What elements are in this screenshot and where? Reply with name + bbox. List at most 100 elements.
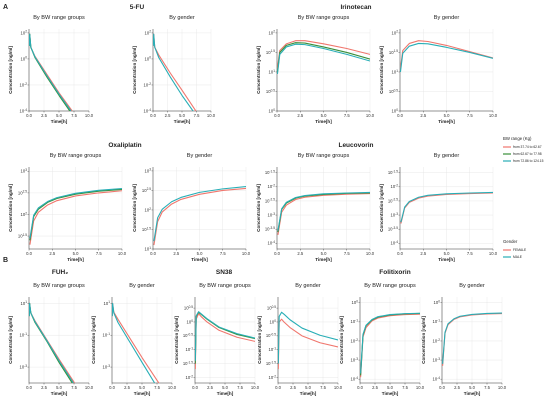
panel-subtitle: By gender: [459, 283, 485, 289]
y-tick-label: 10-1: [268, 347, 276, 353]
panel-subtitle: By gender: [187, 153, 213, 159]
y-axis-label: Concentration [ng/ml]: [339, 316, 344, 364]
x-tick-label: 7.5: [220, 251, 226, 256]
y-tick-label: 100.5: [266, 88, 275, 94]
x-tick-label: 7.5: [344, 251, 350, 256]
y-axis-label: Concentration [ng/ml]: [256, 46, 261, 94]
panel-subtitle: By gender: [129, 283, 155, 289]
y-tick-label: 100: [392, 108, 399, 114]
y-tick-label: 101.5: [18, 233, 27, 239]
x-tick-label: 7.5: [344, 113, 350, 118]
x-tick-label: 5.0: [321, 251, 327, 256]
y-tick-label: 100.5: [184, 305, 193, 311]
series-line: [29, 188, 122, 241]
y-axis-label: Concentration [ng/ml]: [421, 316, 426, 364]
chart-panel: 100 10-1 10-2 10-3 10-4 0.0 2.5 5.0 7.5 10.0 Time[…: [421, 283, 507, 396]
series-line: [360, 312, 420, 374]
panel-subtitle: By BW range groups: [33, 283, 85, 289]
series-line: [277, 42, 370, 73]
y-axis-label: Concentration [ng/ml]: [132, 184, 137, 232]
y-tick-label: 10-1: [185, 347, 193, 353]
y-tick-label: 10-3.5: [265, 226, 275, 232]
y-tick-label: 10-2: [268, 374, 276, 380]
x-tick-label: 2.5: [49, 251, 55, 256]
chart-panel: 10-1.5 10-2 10-2.5 10-3 10-3.5 10-4 0.0 2.5 5.0 7…: [379, 153, 498, 262]
x-tick-label: 2.5: [420, 113, 426, 118]
y-tick-label: 10-2: [432, 338, 440, 344]
series-line: [112, 302, 156, 383]
x-axis-label: Time[h]: [51, 119, 68, 124]
y-tick-label: 101: [21, 300, 28, 306]
x-axis-label: Time[h]: [217, 391, 234, 396]
y-tick-label: 102: [21, 211, 28, 217]
x-tick-label: 2.5: [165, 113, 171, 118]
x-tick-label: 5.0: [387, 385, 393, 390]
panel-subtitle: By BW range groups: [50, 153, 102, 159]
legend-gender-title: Gender: [503, 239, 518, 244]
x-tick-label: 7.5: [96, 251, 102, 256]
y-tick-label: 10-4: [432, 376, 440, 382]
y-tick-label: 101: [392, 69, 399, 75]
x-tick-label: 0.0: [26, 113, 32, 118]
y-tick-label: 100: [269, 108, 276, 114]
y-tick-label: 100: [187, 319, 194, 325]
y-tick-label: 101.5: [142, 226, 151, 232]
panel-subtitle: By gender: [434, 15, 460, 21]
panel-subtitle: By BW range groups: [298, 153, 350, 159]
x-tick-label: 2.5: [372, 385, 378, 390]
x-tick-label: 5.0: [469, 385, 475, 390]
legend-item-label: from 37.74 to 62.67: [513, 145, 542, 149]
x-axis-label: Time[h]: [438, 257, 455, 262]
y-tick-label: 101.5: [389, 49, 398, 55]
x-tick-label: 0.0: [150, 113, 156, 118]
x-axis-label: Time[h]: [315, 119, 332, 124]
y-tick-label: 100: [270, 319, 277, 325]
y-tick-label: 102.5: [18, 190, 27, 196]
series-line: [400, 191, 493, 223]
y-tick-label: 10-2: [350, 338, 358, 344]
x-tick-label: 5.0: [197, 251, 203, 256]
chart-panel: 101 10-1 10-3 0.0 2.5 5.0 7.5 10.0 Time[h] Concen…: [8, 269, 94, 396]
series-group: [29, 188, 122, 245]
y-tick-label: 101: [104, 300, 111, 306]
series-line: [29, 302, 74, 383]
y-tick-label: 10-4: [390, 240, 398, 246]
y-axis-label: Concentration [ng/ml]: [174, 316, 179, 364]
x-tick-label: 2.5: [207, 385, 213, 390]
legend-item-label: from 72.86 to 124.15: [513, 159, 544, 163]
x-tick-label: 2.5: [454, 385, 460, 390]
x-tick-label: 7.5: [484, 385, 490, 390]
y-tick-label: 100: [352, 300, 359, 306]
x-tick-label: 7.5: [71, 385, 77, 390]
series-group: [442, 312, 502, 366]
x-tick-label: 0.0: [274, 251, 280, 256]
x-axis-label: Time[h]: [464, 391, 481, 396]
y-tick-label: 102: [145, 30, 152, 36]
x-axis-label: Time[h]: [134, 391, 151, 396]
y-tick-label: 102: [269, 30, 276, 36]
chart-panel: 10-1.5 10-2 10-2.5 10-3 10-3.5 10-4 0.0 2.5 5.0 7…: [256, 142, 375, 262]
y-tick-label: 10-1.5: [388, 169, 398, 175]
x-tick-label: 0.0: [397, 251, 403, 256]
series-line: [277, 43, 370, 74]
series-line: [277, 193, 370, 235]
x-tick-label: 0.0: [274, 113, 280, 118]
x-tick-label: 10.0: [168, 385, 177, 390]
y-tick-label: 10-4: [143, 108, 151, 114]
series-group: [195, 311, 255, 370]
x-tick-label: 2.5: [420, 251, 426, 256]
x-tick-label: 0.0: [357, 385, 363, 390]
series-group: [29, 302, 76, 383]
y-tick-label: 10-1.5: [183, 360, 193, 366]
x-tick-label: 0.0: [192, 385, 198, 390]
x-axis-label: Time[h]: [51, 391, 68, 396]
y-tick-label: 10-3: [102, 364, 110, 370]
y-axis-label: Concentration [ng/ml]: [257, 316, 262, 364]
x-tick-label: 7.5: [402, 385, 408, 390]
legend-bw-title: BW range (Kg): [503, 136, 532, 141]
y-axis-label: Concentration [ng/ml]: [379, 46, 384, 94]
x-tick-label: 0.0: [439, 385, 445, 390]
x-tick-label: 5.0: [73, 251, 79, 256]
x-axis-label: Time[h]: [438, 119, 455, 124]
